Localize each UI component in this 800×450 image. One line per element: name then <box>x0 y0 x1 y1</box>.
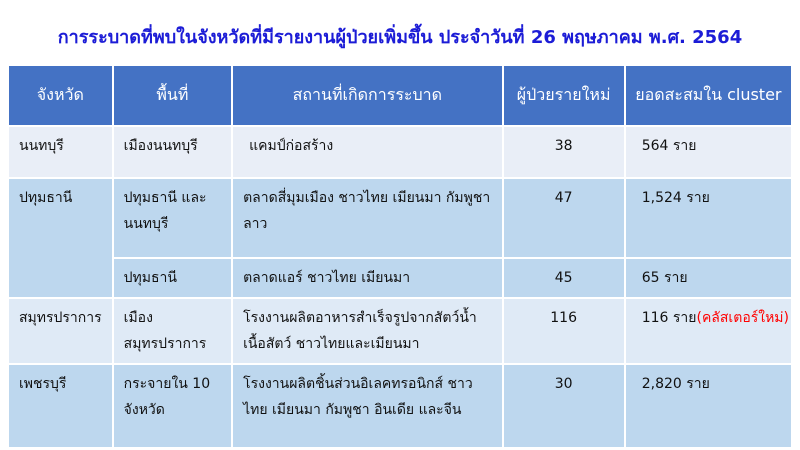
new-cases-cell: 47 <box>501 177 626 259</box>
place-cell: แคมป์ก่อสร้าง <box>231 125 504 179</box>
cumulative-cell: 1,524 ราย <box>623 177 794 259</box>
header-cumulative: ยอดสะสมใน cluster <box>623 64 794 127</box>
table-row: ปทุมธานี ปทุมธานี และ นนทบุรี ตลาดสี่มุม… <box>7 177 794 299</box>
area-cell: กระจายใน 10 จังหวัด <box>111 363 234 449</box>
cumulative-cell: 564 ราย <box>623 125 794 179</box>
area-cell: เมืองนนทบุรี <box>111 125 234 179</box>
slide-title: การระบาดที่พบในจังหวัดที่มีรายงานผู้ป่วย… <box>57 27 743 48</box>
place-cell: ตลาดแอร์ ชาวไทย เมียนมา <box>231 257 504 299</box>
new-cases-cell: 30 <box>501 363 626 449</box>
outbreak-table: จังหวัด พื้นที่ สถานที่เกิดการระบาด ผู้ป… <box>7 64 794 449</box>
place-cell: โรงงานผลิตชิ้นส่วนอิเลคทรอนิกส์ ชาวไทย เ… <box>231 363 504 449</box>
new-cluster-note: (คลัสเตอร์ใหม่) <box>696 310 789 326</box>
header-place: สถานที่เกิดการระบาด <box>231 64 504 127</box>
province-cell: นนทบุรี <box>7 125 114 179</box>
header-province: จังหวัด <box>7 64 114 127</box>
cumulative-value: 116 ราย <box>641 310 697 326</box>
province-cell: เพชรบุรี <box>7 363 114 449</box>
area-cell: เมืองสมุทรปราการ <box>111 297 234 365</box>
province-cell: สมุทรปราการ <box>7 297 114 365</box>
table-row: นนทบุรี เมืองนนทบุรี แคมป์ก่อสร้าง 38 56… <box>7 125 794 179</box>
area-cell: ปทุมธานี และ นนทบุรี <box>111 177 234 259</box>
new-cases-cell: 45 <box>501 257 626 299</box>
table-row: สมุทรปราการ เมืองสมุทรปราการ โรงงานผลิตอ… <box>7 297 794 365</box>
new-cases-cell: 116 <box>501 297 626 365</box>
cumulative-cell: 65 ราย <box>623 257 794 299</box>
header-new-cases: ผู้ป่วยรายใหม่ <box>501 64 626 127</box>
area-cell: ปทุมธานี <box>111 257 234 299</box>
table-header: จังหวัด พื้นที่ สถานที่เกิดการระบาด ผู้ป… <box>7 64 794 127</box>
table-row: เพชรบุรี กระจายใน 10 จังหวัด โรงงานผลิตช… <box>7 363 794 449</box>
cumulative-cell: 116 ราย(คลัสเตอร์ใหม่) <box>623 297 794 365</box>
cumulative-cell: 2,820 ราย <box>623 363 794 449</box>
new-cases-cell: 38 <box>501 125 626 179</box>
province-cell: ปทุมธานี <box>7 177 114 299</box>
table-row: ปทุมธานี ตลาดแอร์ ชาวไทย เมียนมา 45 65 ร… <box>8 257 794 299</box>
place-cell: โรงงานผลิตอาหารสำเร็จรูปจากสัตว์น้ำ เนื้… <box>231 297 504 365</box>
place-cell: ตลาดสี่มุมเมือง ชาวไทย เมียนมา กัมพูชา ล… <box>231 177 504 259</box>
header-area: พื้นที่ <box>111 64 234 127</box>
